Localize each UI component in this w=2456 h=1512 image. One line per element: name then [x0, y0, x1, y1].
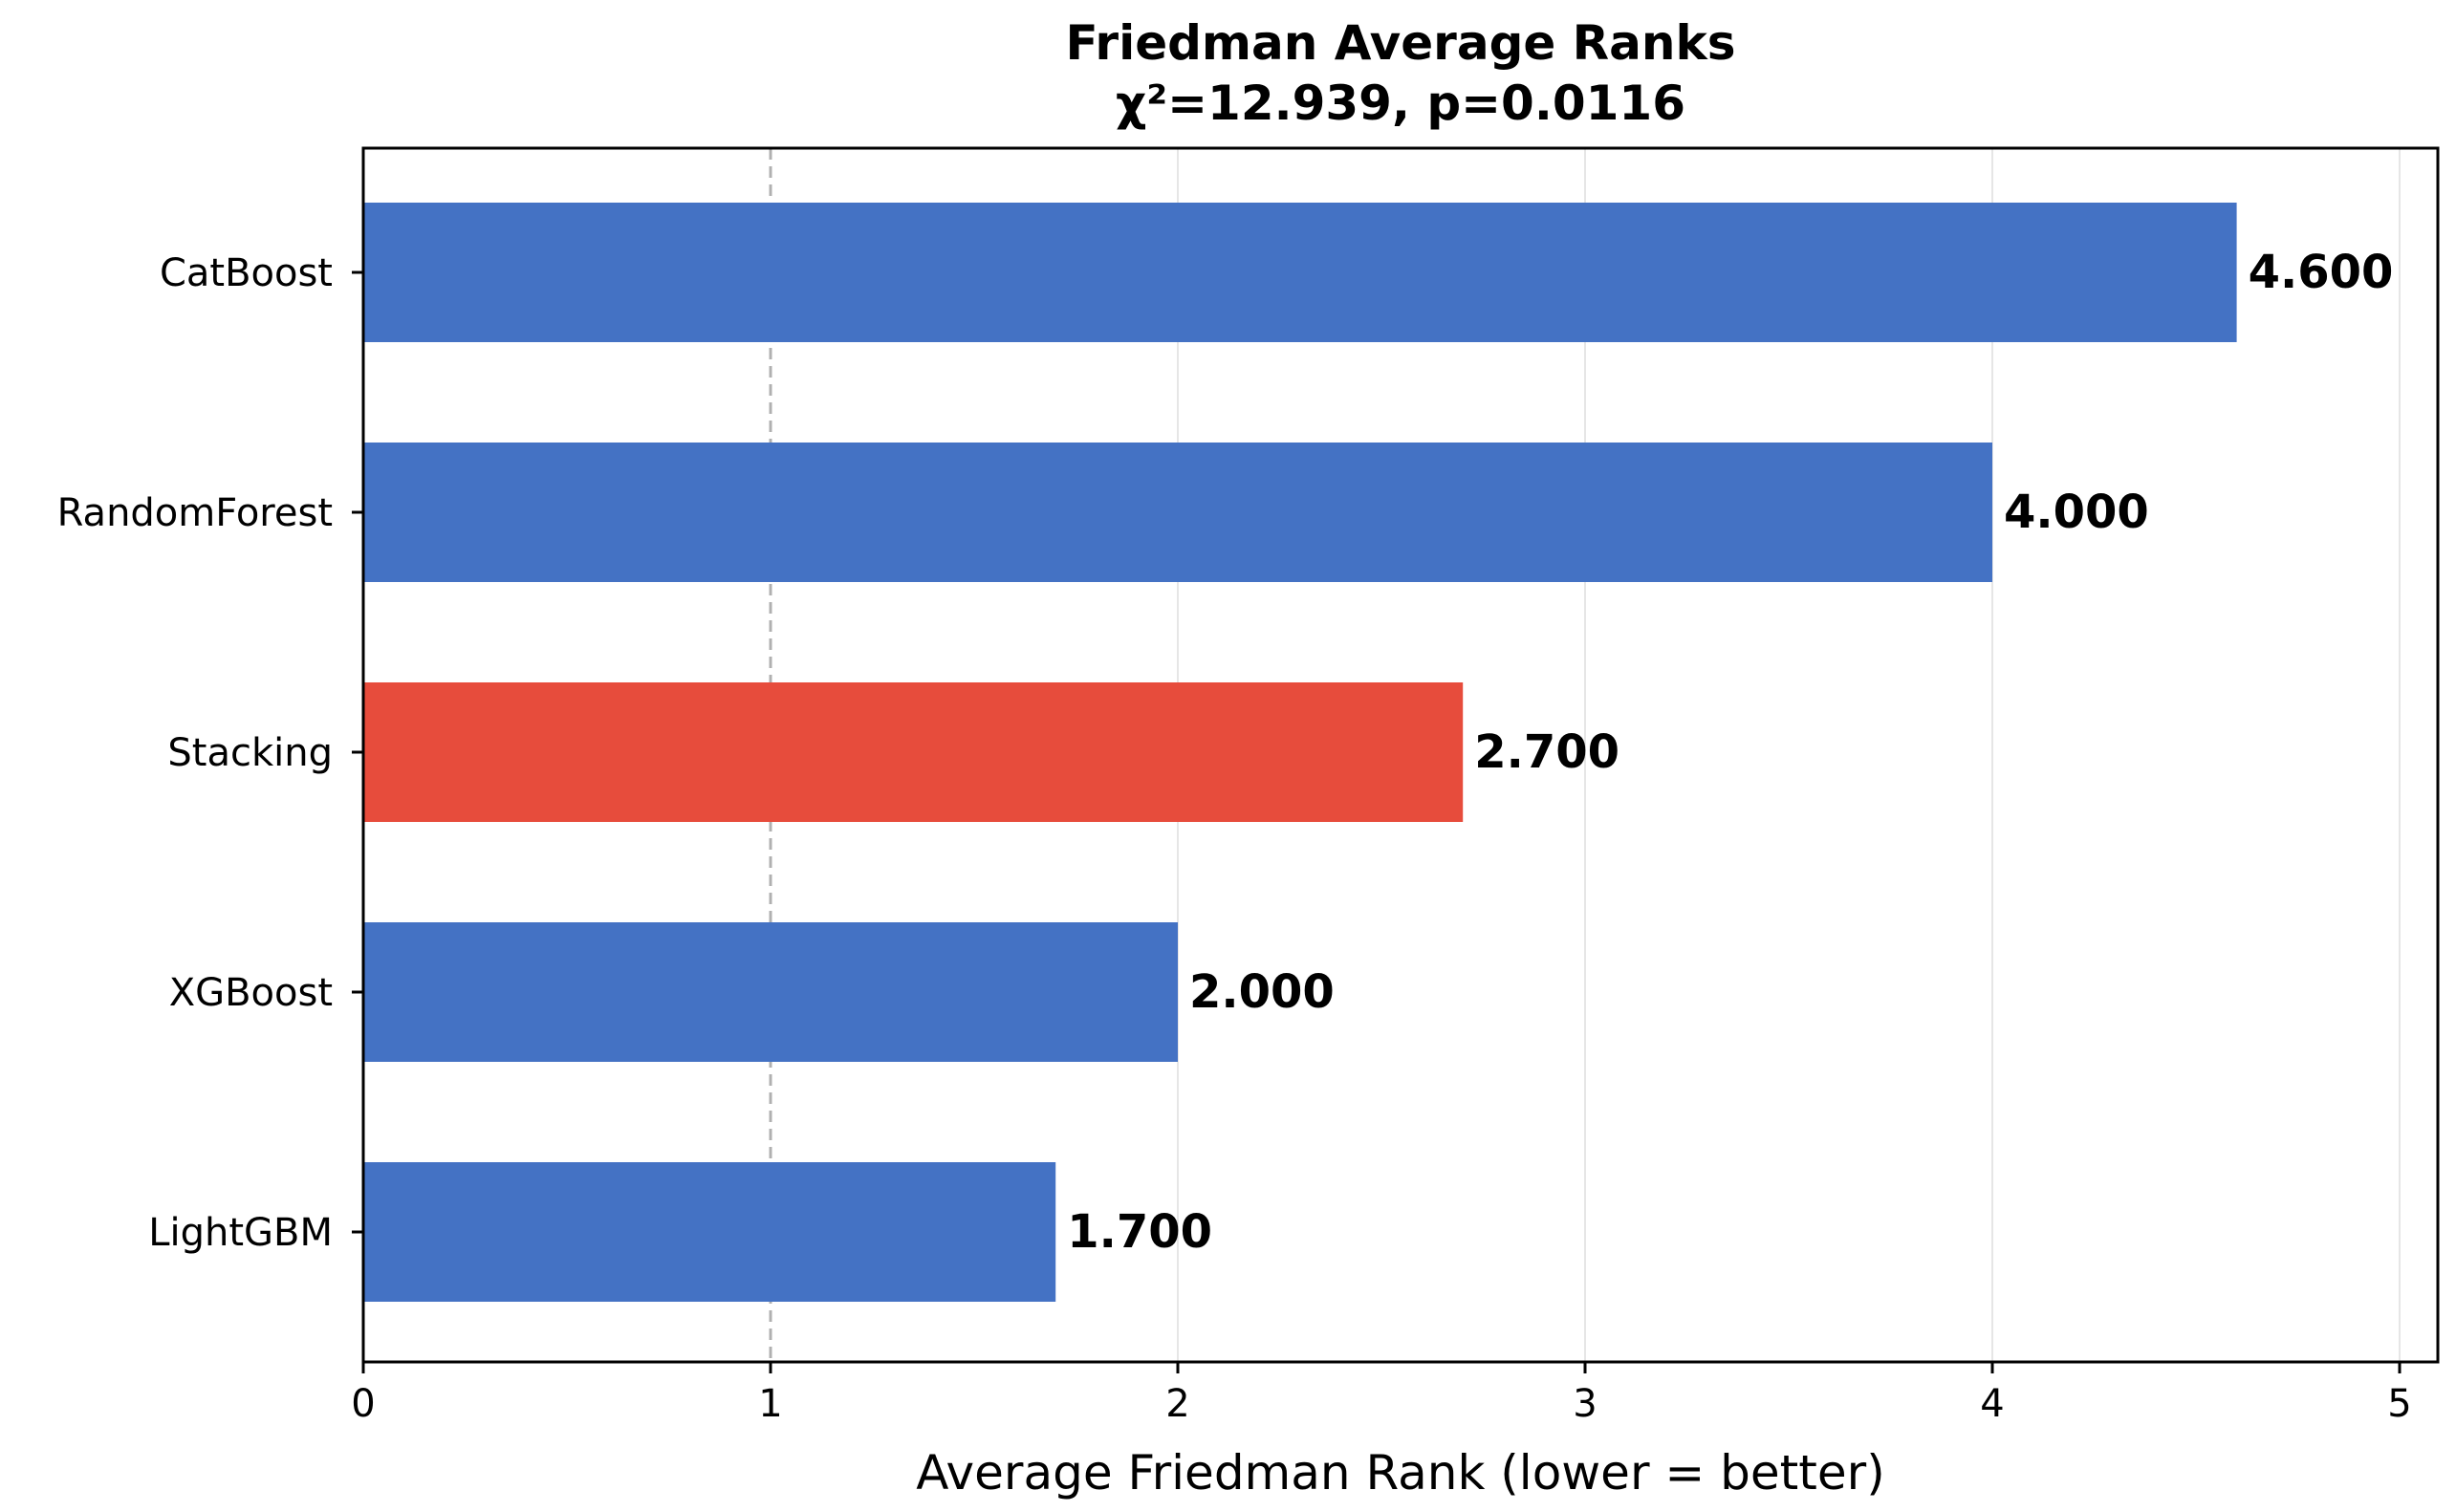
x-tick-label: 0 [351, 1382, 375, 1426]
x-tick-label: 5 [2387, 1382, 2411, 1426]
y-tick-label: XGBoost [169, 971, 333, 1015]
chart-subtitle: χ²=12.939, p=0.0116 [1116, 76, 1685, 131]
plot-frame [361, 146, 2440, 1364]
y-tick-label: LightGBM [148, 1211, 333, 1255]
value-label: 4.000 [2004, 486, 2149, 539]
chart-title: Friedman Average Ranks [1065, 15, 1735, 71]
x-axis-label: Average Friedman Rank (lower = better) [916, 1445, 1884, 1501]
bar-xgboost [363, 922, 1178, 1062]
bar-randomforest [363, 443, 1992, 582]
value-label: 2.000 [1189, 965, 1335, 1019]
y-tick-label: Stacking [167, 731, 333, 775]
x-axis-ticks: 0 1 2 3 4 5 [351, 1362, 2412, 1426]
value-label: 4.600 [2249, 246, 2394, 299]
x-tick-label: 1 [758, 1382, 782, 1426]
bar-catboost [363, 203, 2237, 342]
value-labels: 4.600 4.000 2.700 2.000 1.700 [1067, 246, 2393, 1259]
y-axis-ticks: CatBoost RandomForest Stacking XGBoost Light… [57, 251, 363, 1255]
x-tick-label: 4 [1980, 1382, 2004, 1426]
bar-lightgbm [363, 1162, 1056, 1302]
x-tick-label: 3 [1573, 1382, 1597, 1426]
y-tick-label: RandomForest [57, 491, 333, 535]
bars [363, 203, 2237, 1302]
y-tick-label: CatBoost [160, 251, 333, 295]
value-label: 1.700 [1067, 1205, 1212, 1259]
bar-stacking [363, 682, 1464, 822]
value-label: 2.700 [1474, 725, 1619, 779]
x-tick-label: 2 [1165, 1382, 1189, 1426]
